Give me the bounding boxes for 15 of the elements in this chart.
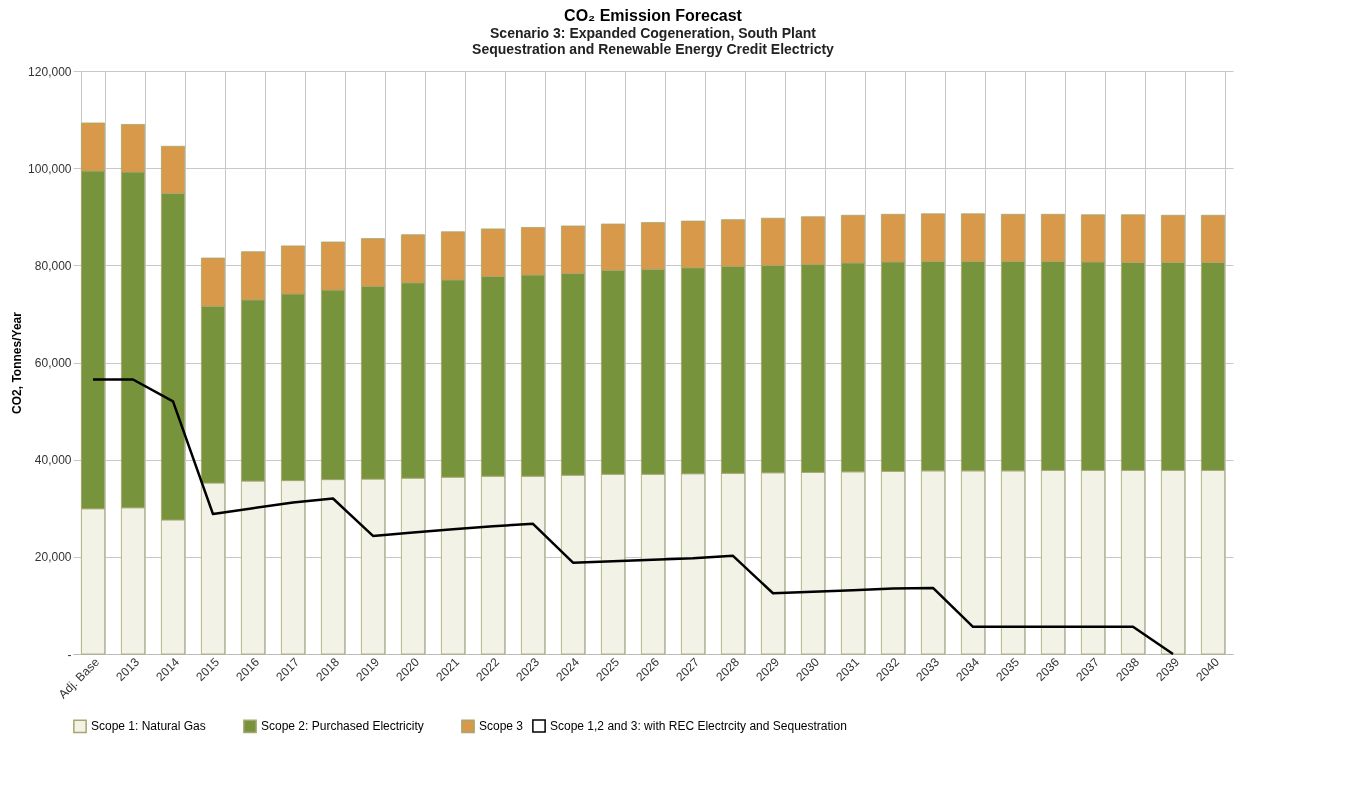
legend-label: Scope 1,2 and 3: with REC Electrcity and Sequestration <box>550 719 847 733</box>
y-tick-label: 80,000 <box>34 258 72 273</box>
y-tick-label: 120,000 <box>28 64 72 79</box>
y-tick-label: - <box>67 647 72 662</box>
y-axis-title: CO2, Tonnes/Year <box>10 311 25 414</box>
y-tick-label: 100,000 <box>28 161 72 176</box>
y-tick-label: 40,000 <box>34 453 72 468</box>
chart-title: CO₂ Emission Forecast <box>564 7 743 24</box>
chart-subtitle: Scenario 3: Expanded Cogeneration, South Plant Sequestration and Renewable Energy Credit Electricty <box>472 25 835 57</box>
y-tick-label: 20,000 <box>34 550 72 565</box>
line-series <box>91 378 1175 656</box>
y-tick-label: 60,000 <box>34 356 72 370</box>
legend-label: Scope 2: Purchased Electricity <box>261 719 424 734</box>
legend-label: Scope 3 <box>479 719 524 734</box>
legend-label: Scope 1: Natural Gas <box>91 719 206 734</box>
